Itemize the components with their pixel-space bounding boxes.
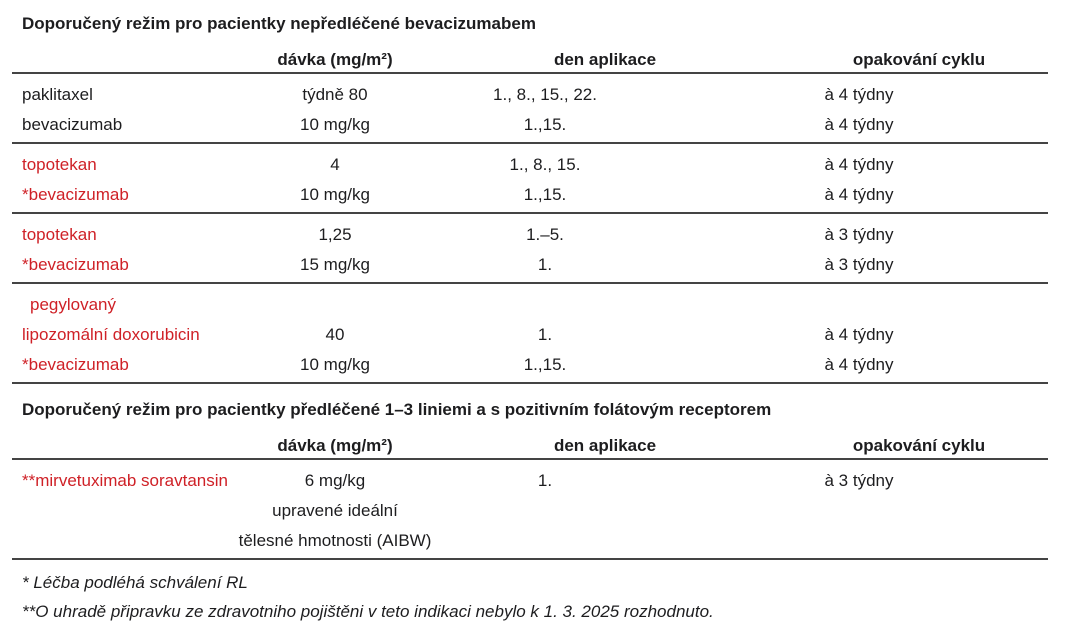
dose-cell: tělesné hmotnosti (AIBW) <box>238 531 432 550</box>
cycle-cell: à 4 týdny <box>824 355 894 374</box>
footnote-approval: * Léčba podléhá schválení RL <box>22 573 248 592</box>
column-header-day: den aplikace <box>553 50 657 69</box>
drug-name-cell: *bevacizumab <box>22 185 129 204</box>
drug-name-cell: *bevacizumab <box>22 255 129 274</box>
drug-name-cell: pegylovaný <box>30 295 117 314</box>
regimen-group-mirvetuximab: **mirvetuximab soravtansin 6 mg/kg 1. à … <box>12 460 1048 560</box>
table-row: *bevacizumab 15 mg/kg 1. à 3 týdny <box>12 250 1048 280</box>
cycle-cell: à 3 týdny <box>824 255 894 274</box>
section1-title: Doporučený režim pro pacientky nepředléč… <box>22 14 536 33</box>
table-row: topotekan 1,25 1.–5. à 3 týdny <box>12 220 1048 250</box>
dose-cell: 10 mg/kg <box>300 185 370 204</box>
table-row: topotekan 4 1., 8., 15. à 4 týdny <box>12 150 1048 180</box>
drug-name-cell: **mirvetuximab soravtansin <box>22 471 228 490</box>
table-row: tělesné hmotnosti (AIBW) <box>12 526 1048 556</box>
table-row: lipozomální doxorubicin 40 1. à 4 týdny <box>12 320 1048 350</box>
dose-cell: 40 <box>325 325 345 344</box>
regimen-group-topotecan-125: topotekan 1,25 1.–5. à 3 týdny *bevacizu… <box>12 214 1048 284</box>
table-row: **mirvetuximab soravtansin 6 mg/kg 1. à … <box>12 466 1048 496</box>
drug-name-cell: lipozomální doxorubicin <box>22 325 200 344</box>
column-header-cycle: opakování cyklu <box>852 436 986 455</box>
dose-cell: upravené ideální <box>272 501 398 520</box>
cycle-cell: à 3 týdny <box>824 471 894 490</box>
section1-header-row: dávka (mg/m²) den aplikace opakování cyk… <box>12 34 1048 74</box>
table-row: upravené ideální <box>12 496 1048 526</box>
day-cell: 1., 8., 15. <box>509 155 581 174</box>
table-row: bevacizumab 10 mg/kg 1.,15. à 4 týdny <box>12 110 1048 140</box>
day-cell: 1.,15. <box>523 185 567 204</box>
cycle-cell: à 4 týdny <box>824 85 894 104</box>
drug-name-cell: topotekan <box>22 155 97 174</box>
section2-title: Doporučený režim pro pacientky předléčen… <box>22 400 772 419</box>
dose-cell: 6 mg/kg <box>304 471 366 490</box>
cycle-cell: à 4 týdny <box>824 185 894 204</box>
cycle-cell: à 4 týdny <box>824 115 894 134</box>
dose-cell: 1,25 <box>318 225 352 244</box>
section2-header-row: dávka (mg/m²) den aplikace opakování cyk… <box>12 420 1048 460</box>
dose-cell: 15 mg/kg <box>300 255 370 274</box>
drug-name-cell: paklitaxel <box>22 85 93 104</box>
cycle-cell: à 3 týdny <box>824 225 894 244</box>
drug-name-cell: topotekan <box>22 225 97 244</box>
column-header-cycle: opakování cyklu <box>852 50 986 69</box>
cycle-cell: à 4 týdny <box>824 155 894 174</box>
cycle-cell: à 4 týdny <box>824 325 894 344</box>
table-row: pegylovaný <box>12 290 1048 320</box>
day-cell: 1. <box>537 255 553 274</box>
dose-cell: 10 mg/kg <box>300 355 370 374</box>
day-cell: 1. <box>537 471 553 490</box>
dose-cell: 10 mg/kg <box>300 115 370 134</box>
day-cell: 1.,15. <box>523 355 567 374</box>
drug-name-cell: *bevacizumab <box>22 355 129 374</box>
regimen-group-topotecan-4: topotekan 4 1., 8., 15. à 4 týdny *bevac… <box>12 144 1048 214</box>
table-row: paklitaxel týdně 80 1., 8., 15., 22. à 4… <box>12 80 1048 110</box>
dose-cell: 4 <box>330 155 340 174</box>
day-cell: 1., 8., 15., 22. <box>493 85 597 104</box>
footnotes: * Léčba podléhá schválení RL **O uhradě … <box>12 560 1048 626</box>
dose-cell: týdně 80 <box>302 85 368 104</box>
column-header-dose: dávka (mg/m²) <box>277 436 393 455</box>
table-row: *bevacizumab 10 mg/kg 1.,15. à 4 týdny <box>12 180 1048 210</box>
drug-name-cell: bevacizumab <box>22 115 123 134</box>
day-cell: 1.–5. <box>526 225 564 244</box>
day-cell: 1. <box>537 325 553 344</box>
column-header-day: den aplikace <box>553 436 657 455</box>
regimen-group-paclitaxel-bev: paklitaxel týdně 80 1., 8., 15., 22. à 4… <box>12 74 1048 144</box>
regimen-group-pld: pegylovaný lipozomální doxorubicin 40 1.… <box>12 284 1048 384</box>
footnote-reimbursement: **O uhradě připravku ze zdravotniho poji… <box>22 602 714 621</box>
column-header-dose: dávka (mg/m²) <box>277 50 393 69</box>
table-row: *bevacizumab 10 mg/kg 1.,15. à 4 týdny <box>12 350 1048 380</box>
day-cell: 1.,15. <box>523 115 567 134</box>
